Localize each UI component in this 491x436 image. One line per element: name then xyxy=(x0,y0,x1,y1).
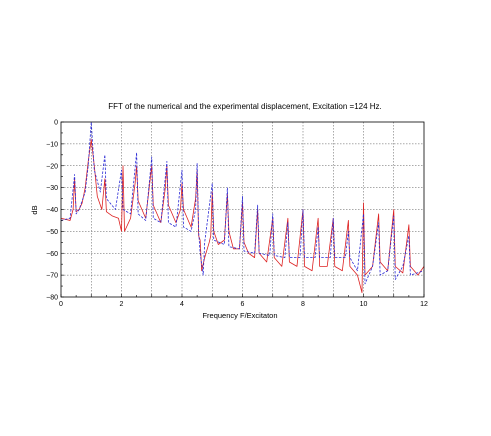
y-tick-label: 0 xyxy=(54,120,58,127)
y-tick-label: −30 xyxy=(46,185,58,192)
series-line-2 xyxy=(60,121,425,285)
x-tick-label: 6 xyxy=(241,301,245,308)
series-layer xyxy=(60,121,425,294)
y-tick-label: −80 xyxy=(46,295,58,302)
y-tick-labels: 0 −10 −20 −30 −40 −50 −60 −70 −80 xyxy=(46,120,58,302)
x-tick-label: 10 xyxy=(360,301,368,308)
y-tick-label: −60 xyxy=(46,251,58,258)
x-axis-label: Frequency F/Excitaton xyxy=(202,311,277,320)
x-tick-label: 2 xyxy=(120,301,124,308)
y-tick-label: −10 xyxy=(46,141,58,148)
y-tick-label: −70 xyxy=(46,273,58,280)
x-tick-label: 8 xyxy=(301,301,305,308)
chart-title: FFT of the numerical and the experimenta… xyxy=(108,102,382,111)
ticks xyxy=(60,121,425,298)
y-tick-label: −50 xyxy=(46,229,58,236)
series-line-1 xyxy=(60,139,425,294)
x-tick-label: 4 xyxy=(180,301,184,308)
x-tick-label: 12 xyxy=(420,301,428,308)
y-tick-label: −40 xyxy=(46,207,58,214)
y-axis-label: dB xyxy=(30,205,39,214)
x-tick-label: 0 xyxy=(59,301,63,308)
y-tick-label: −20 xyxy=(46,163,58,170)
x-tick-labels: 0 2 4 6 8 10 12 xyxy=(59,301,428,308)
